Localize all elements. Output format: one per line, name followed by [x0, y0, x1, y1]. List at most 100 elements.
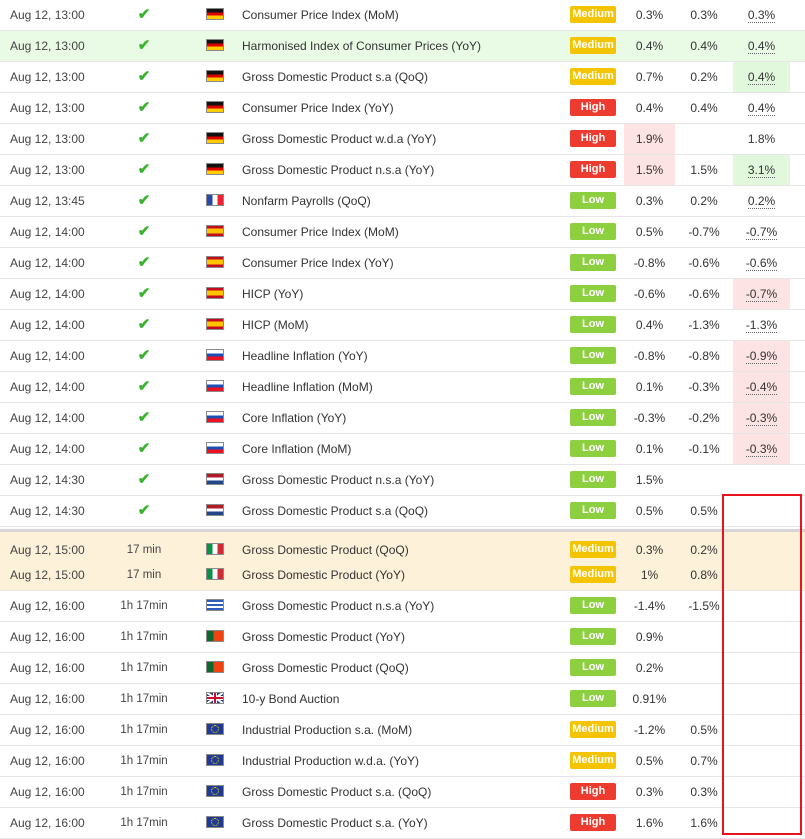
previous-value[interactable] [733, 684, 790, 714]
table-row[interactable]: Aug 12, 16:00 1h 17min Industrial Producti… [0, 746, 805, 777]
table-row[interactable]: Aug 12, 14:00 ✔ Consumer Price Index (MoM)… [0, 217, 805, 248]
table-row[interactable]: Aug 12, 14:30 ✔ Gross Domestic Product n.s… [0, 465, 805, 496]
table-row[interactable]: Aug 12, 15:00 17 min Gross Domestic Produc… [0, 560, 805, 591]
actual-value: -1.2% [633, 723, 666, 737]
release-status: ✔ [112, 62, 176, 92]
event-name[interactable]: Gross Domestic Product (QoQ) [242, 543, 409, 557]
table-row[interactable]: Aug 12, 15:00 17 min Gross Domestic Produc… [0, 529, 805, 563]
previous-value[interactable]: 0.3% [747, 8, 776, 23]
event-name[interactable]: Core Inflation (YoY) [242, 411, 347, 425]
actual-value: 1% [640, 568, 659, 582]
forecast-value: 0.2% [690, 194, 718, 208]
forecast-value: 0.5% [690, 504, 718, 518]
importance-badge: Medium [570, 37, 616, 54]
previous-value[interactable]: 0.2% [747, 194, 776, 209]
forecast-value: 0.8% [690, 568, 718, 582]
event-name[interactable]: Gross Domestic Product n.s.a (YoY) [242, 473, 435, 487]
check-icon: ✔ [137, 440, 151, 457]
actual-value: 1.6% [635, 816, 664, 830]
event-name[interactable]: Gross Domestic Product s.a (QoQ) [242, 504, 429, 518]
event-name[interactable]: Core Inflation (MoM) [242, 442, 352, 456]
importance-badge: High [570, 130, 616, 147]
previous-value[interactable] [733, 777, 790, 807]
previous-value[interactable] [733, 746, 790, 776]
table-row[interactable]: Aug 12, 14:00 ✔ HICP (MoM) Low 0.4% -1.3% -1.3… [0, 310, 805, 341]
previous-value[interactable]: -0.7% [745, 225, 778, 240]
actual-value: 0.5% [635, 754, 664, 768]
previous-value[interactable]: -1.3% [745, 318, 778, 333]
event-name[interactable]: Gross Domestic Product (YoY) [242, 630, 405, 644]
table-row[interactable]: Aug 12, 13:00 ✔ Gross Domestic Product w.d… [0, 124, 805, 155]
event-name[interactable]: Gross Domestic Product n.s.a (YoY) [242, 163, 435, 177]
event-name[interactable]: Gross Domestic Product (YoY) [242, 568, 405, 582]
table-row[interactable]: Aug 12, 13:00 ✔ Consumer Price Index (MoM)… [0, 0, 805, 31]
actual-value: -0.6% [633, 287, 666, 301]
table-row[interactable]: Aug 12, 13:00 ✔ Gross Domestic Product s.a… [0, 62, 805, 93]
table-row[interactable]: Aug 12, 16:00 1h 17min 10-y Bond Auction Lo… [0, 684, 805, 715]
event-name[interactable]: Consumer Price Index (MoM) [242, 8, 399, 22]
table-row[interactable]: Aug 12, 14:00 ✔ Headline Inflation (YoY) Lo… [0, 341, 805, 372]
previous-value[interactable] [733, 715, 790, 745]
event-name[interactable]: Gross Domestic Product s.a (QoQ) [242, 70, 429, 84]
previous-value[interactable] [733, 622, 790, 652]
previous-value[interactable] [733, 496, 790, 526]
table-row[interactable]: Aug 12, 13:00 ✔ Consumer Price Index (YoY)… [0, 93, 805, 124]
event-name[interactable]: Industrial Production w.d.a. (YoY) [242, 754, 419, 768]
event-name[interactable]: Gross Domestic Product s.a. (YoY) [242, 816, 428, 830]
event-name[interactable]: Consumer Price Index (YoY) [242, 256, 394, 270]
event-name[interactable]: Consumer Price Index (MoM) [242, 225, 399, 239]
previous-value[interactable]: 0.4% [747, 39, 776, 54]
table-row[interactable]: Aug 12, 14:00 ✔ HICP (YoY) Low -0.6% -0.6% -0.… [0, 279, 805, 310]
event-name[interactable]: Headline Inflation (YoY) [242, 349, 368, 363]
previous-value[interactable]: -0.3% [733, 403, 790, 433]
importance-badge: High [570, 783, 616, 800]
event-name[interactable]: Gross Domestic Product s.a. (QoQ) [242, 785, 432, 799]
previous-value[interactable]: -0.3% [733, 434, 790, 464]
table-row[interactable]: Aug 12, 16:00 1h 17min Gross Domestic Prod… [0, 808, 805, 839]
table-row[interactable]: Aug 12, 14:00 ✔ Headline Inflation (MoM) Lo… [0, 372, 805, 403]
event-name[interactable]: 10-y Bond Auction [242, 692, 340, 706]
event-time: Aug 12, 14:00 [10, 318, 85, 332]
event-name[interactable]: Headline Inflation (MoM) [242, 380, 373, 394]
table-row[interactable]: Aug 12, 14:00 ✔ Consumer Price Index (YoY)… [0, 248, 805, 279]
event-name[interactable]: Gross Domestic Product n.s.a (YoY) [242, 599, 435, 613]
previous-value[interactable]: 0.4% [733, 62, 790, 92]
table-row[interactable]: Aug 12, 16:00 1h 17min Gross Domestic Prod… [0, 622, 805, 653]
check-icon: ✔ [137, 223, 151, 240]
table-row[interactable]: Aug 12, 13:00 ✔ Harmonised Index of Consum… [0, 31, 805, 62]
table-row[interactable]: Aug 12, 14:00 ✔ Core Inflation (MoM) Low 0.1… [0, 434, 805, 465]
previous-value[interactable]: -0.9% [733, 341, 790, 371]
event-name[interactable]: Consumer Price Index (YoY) [242, 101, 394, 115]
table-row[interactable]: Aug 12, 13:45 ✔ Nonfarm Payrolls (QoQ) Low 0… [0, 186, 805, 217]
importance-badge: Low [570, 659, 616, 676]
importance-badge: Low [570, 502, 616, 519]
previous-value[interactable]: -0.7% [733, 279, 790, 309]
event-name[interactable]: Gross Domestic Product (QoQ) [242, 661, 409, 675]
previous-value[interactable]: -0.6% [745, 256, 778, 271]
event-name[interactable]: HICP (MoM) [242, 318, 309, 332]
previous-value[interactable]: 0.4% [747, 101, 776, 116]
table-row[interactable]: Aug 12, 16:00 1h 17min Gross Domestic Prod… [0, 653, 805, 684]
table-row[interactable]: Aug 12, 13:00 ✔ Gross Domestic Product n.s… [0, 155, 805, 186]
event-name[interactable]: Industrial Production s.a. (MoM) [242, 723, 413, 737]
importance-badge: High [570, 814, 616, 831]
previous-value[interactable] [733, 560, 790, 590]
table-row[interactable]: Aug 12, 16:00 1h 17min Gross Domestic Prod… [0, 777, 805, 808]
previous-value[interactable] [733, 591, 790, 621]
previous-value[interactable]: -0.4% [733, 372, 790, 402]
previous-value[interactable]: 1.8% [747, 132, 776, 146]
event-name[interactable]: HICP (YoY) [242, 287, 304, 301]
table-row[interactable]: Aug 12, 16:00 1h 17min Industrial Producti… [0, 715, 805, 746]
check-icon: ✔ [137, 192, 151, 209]
event-name[interactable]: Harmonised Index of Consumer Prices (YoY… [242, 39, 481, 53]
previous-value[interactable]: 3.1% [733, 155, 790, 185]
table-row[interactable]: Aug 12, 14:30 ✔ Gross Domestic Product s.a… [0, 496, 805, 527]
previous-value[interactable] [733, 465, 790, 495]
event-name[interactable]: Nonfarm Payrolls (QoQ) [242, 194, 371, 208]
previous-value[interactable] [733, 653, 790, 683]
country-flag-icon [206, 39, 224, 51]
event-name[interactable]: Gross Domestic Product w.d.a (YoY) [242, 132, 437, 146]
table-row[interactable]: Aug 12, 14:00 ✔ Core Inflation (YoY) Low -0.… [0, 403, 805, 434]
release-status: 1h 17min [120, 786, 168, 798]
table-row[interactable]: Aug 12, 16:00 1h 17min Gross Domestic Prod… [0, 591, 805, 622]
